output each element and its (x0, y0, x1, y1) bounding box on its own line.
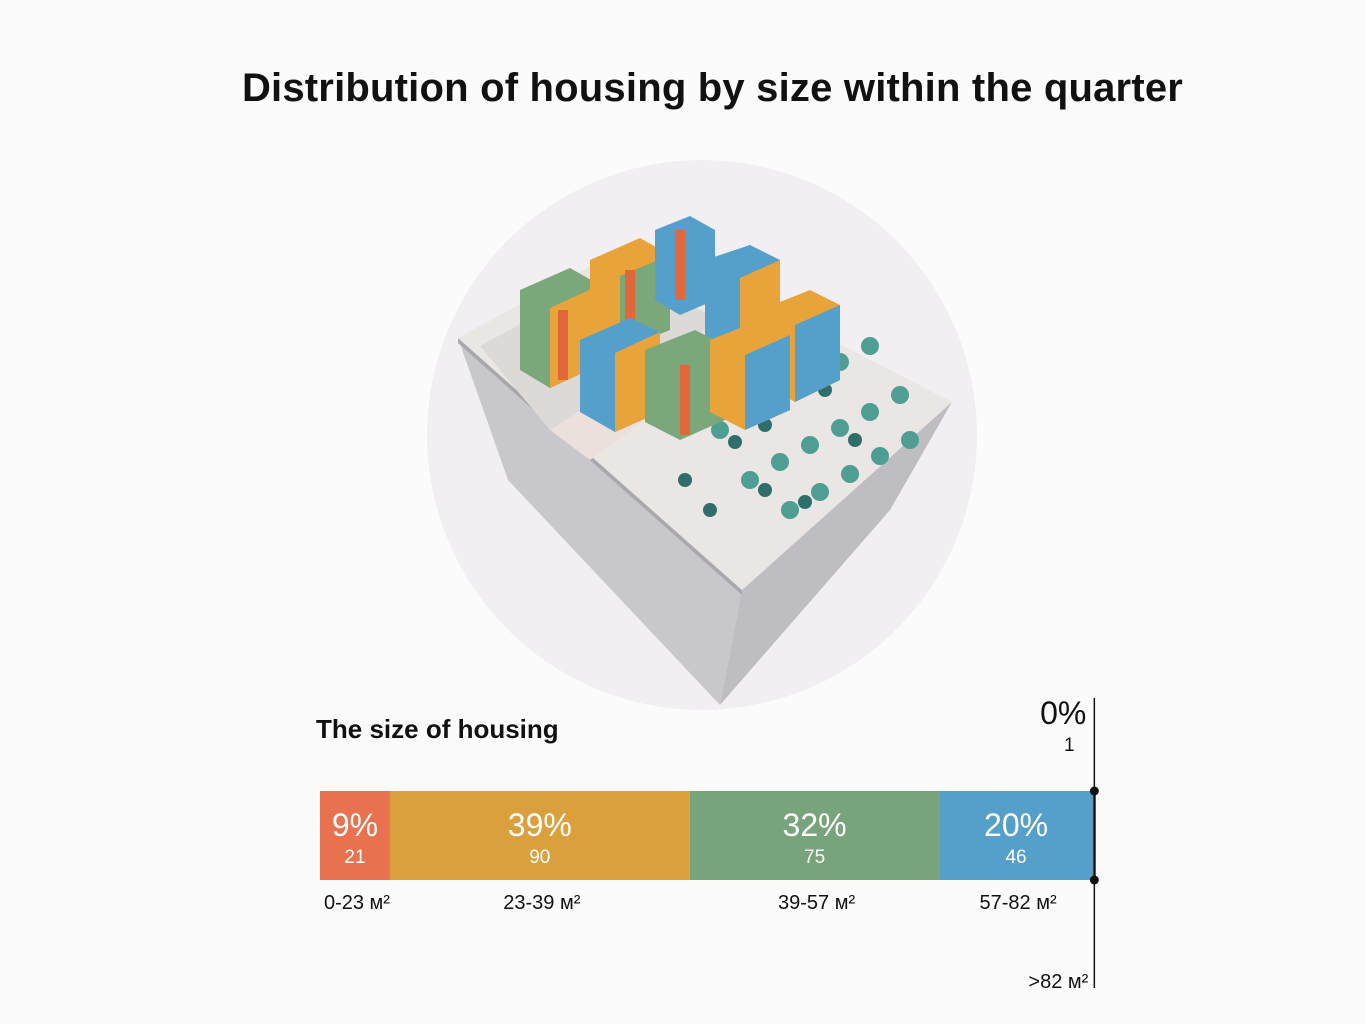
category-label-0-23: 0-23 м² (324, 892, 390, 914)
category-label-39-57: 39-57 м² (778, 892, 855, 914)
count-label-over-82: 1 (1064, 735, 1075, 756)
callout-dot-bottom (1089, 875, 1099, 885)
callout-dot-top (1089, 786, 1099, 796)
percent-label-over-82: 0% (1040, 695, 1086, 731)
bar-segment-0-23 (320, 791, 390, 880)
percent-label-23-39: 39% (508, 807, 572, 843)
category-label-23-39: 23-39 м² (503, 892, 580, 914)
percent-label-57-82: 20% (984, 807, 1048, 843)
count-label-39-57: 75 (804, 847, 825, 868)
bar-segment-23-39 (389, 791, 690, 880)
bar-segment-57-82 (939, 791, 1093, 880)
count-label-57-82: 46 (1005, 847, 1026, 868)
quarter-illustration (427, 160, 977, 710)
category-label-over-82: >82 м² (1028, 971, 1088, 993)
percent-label-39-57: 32% (783, 807, 847, 843)
category-label-57-82: 57-82 м² (980, 892, 1057, 914)
percent-label-0-23: 9% (332, 807, 378, 843)
bar-segment-39-57 (689, 791, 940, 880)
count-label-23-39: 90 (529, 847, 550, 868)
page-title: Distribution of housing by size within t… (241, 66, 1184, 110)
count-label-0-23: 21 (344, 847, 365, 868)
bar-chart-title: The size of housing (316, 714, 559, 744)
